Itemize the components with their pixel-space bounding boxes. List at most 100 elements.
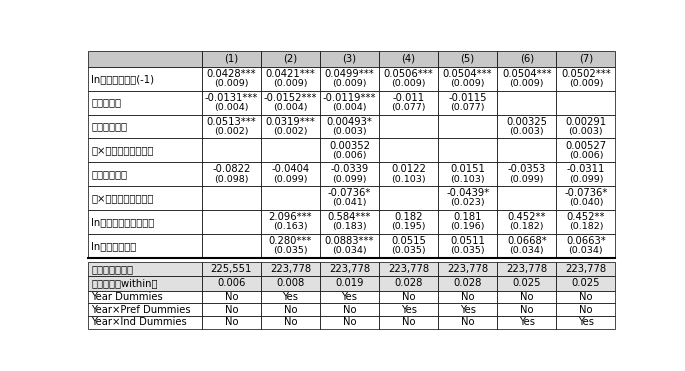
Bar [556,262,615,276]
Bar [556,316,615,329]
Text: 0.008: 0.008 [276,278,305,288]
Text: 0.0319***: 0.0319*** [266,117,315,127]
Bar [201,162,261,186]
Text: (0.003): (0.003) [569,127,603,136]
Text: 0.00291: 0.00291 [565,117,606,127]
Text: 資本コスト: 資本コスト [92,98,121,108]
Bar [379,115,438,138]
Text: (0.009): (0.009) [332,79,366,88]
Bar [261,115,320,138]
Bar [261,316,320,329]
Text: 0.181: 0.181 [453,212,482,222]
Text: (0.098): (0.098) [214,174,249,184]
Bar [497,115,556,138]
Bar [201,262,261,276]
Text: (0.182): (0.182) [510,222,544,231]
Bar [88,276,201,290]
Text: 2.096***: 2.096*** [269,212,312,222]
Bar [88,51,201,67]
Bar [438,51,497,67]
Bar [201,91,261,115]
Bar [88,316,201,329]
Bar [438,316,497,329]
Text: 0.0883***: 0.0883*** [325,236,374,246]
Bar [438,303,497,316]
Bar [497,290,556,303]
Bar [261,51,320,67]
Text: (0.003): (0.003) [510,127,544,136]
Text: No: No [342,305,356,315]
Bar [438,91,497,115]
Text: (0.004): (0.004) [273,103,308,112]
Bar [556,276,615,290]
Bar [556,210,615,234]
Text: ln一人当たり課税所得: ln一人当たり課税所得 [92,217,155,227]
Bar [261,67,320,91]
Text: 0.280***: 0.280*** [269,236,312,246]
Bar [497,210,556,234]
Text: (0.002): (0.002) [273,127,308,136]
Text: (2): (2) [284,54,297,64]
Bar [556,186,615,210]
Bar [379,290,438,303]
Text: No: No [402,292,415,302]
Bar [379,67,438,91]
Text: (0.077): (0.077) [391,103,426,112]
Bar [320,316,379,329]
Bar [556,303,615,316]
Text: (0.099): (0.099) [569,174,603,184]
Bar [320,91,379,115]
Text: 223,778: 223,778 [329,264,370,274]
Text: ×流動性制約ダミー: ×流動性制約ダミー [92,145,154,155]
Text: 0.025: 0.025 [572,278,600,288]
Text: 223,778: 223,778 [270,264,311,274]
Text: No: No [225,317,238,327]
Bar [88,186,201,210]
Text: (0.040): (0.040) [569,198,603,207]
Bar [438,290,497,303]
Text: 0.452**: 0.452** [566,212,605,222]
Bar [320,138,379,162]
Text: No: No [342,317,356,327]
Text: ln製造業出荷額: ln製造業出荷額 [92,241,137,251]
Bar [438,186,497,210]
Bar [497,303,556,316]
Text: (0.163): (0.163) [273,222,308,231]
Bar [261,210,320,234]
Text: 地方法人税率: 地方法人税率 [92,121,127,131]
Text: (0.006): (0.006) [569,151,603,160]
Text: No: No [461,292,475,302]
Text: 0.0499***: 0.0499*** [325,69,375,79]
Text: (0.099): (0.099) [273,174,308,184]
Bar [320,115,379,138]
Text: (0.004): (0.004) [214,103,249,112]
Text: -0.0115: -0.0115 [449,93,487,103]
Text: (0.009): (0.009) [569,79,603,88]
Bar [261,186,320,210]
Text: (0.009): (0.009) [391,79,426,88]
Bar [261,262,320,276]
Text: 0.028: 0.028 [453,278,482,288]
Text: (0.035): (0.035) [273,246,308,255]
Text: (0.009): (0.009) [273,79,308,88]
Bar [201,51,261,67]
Text: 0.0515: 0.0515 [391,236,426,246]
Text: (0.004): (0.004) [332,103,366,112]
Text: (0.182): (0.182) [569,222,603,231]
Bar [438,234,497,258]
Bar [88,234,201,258]
Bar [320,186,379,210]
Text: (0.034): (0.034) [569,246,603,255]
Bar [320,51,379,67]
Text: 0.00352: 0.00352 [329,141,370,151]
Text: 0.0506***: 0.0506*** [384,69,434,79]
Bar [320,162,379,186]
Text: -0.0353: -0.0353 [508,164,546,174]
Bar [379,51,438,67]
Text: 0.0663*: 0.0663* [566,236,606,246]
Text: (0.003): (0.003) [332,127,366,136]
Text: 0.0502***: 0.0502*** [561,69,611,79]
Text: サンプルサイズ: サンプルサイズ [92,264,134,274]
Text: -0.011: -0.011 [393,93,425,103]
Text: 0.019: 0.019 [335,278,364,288]
